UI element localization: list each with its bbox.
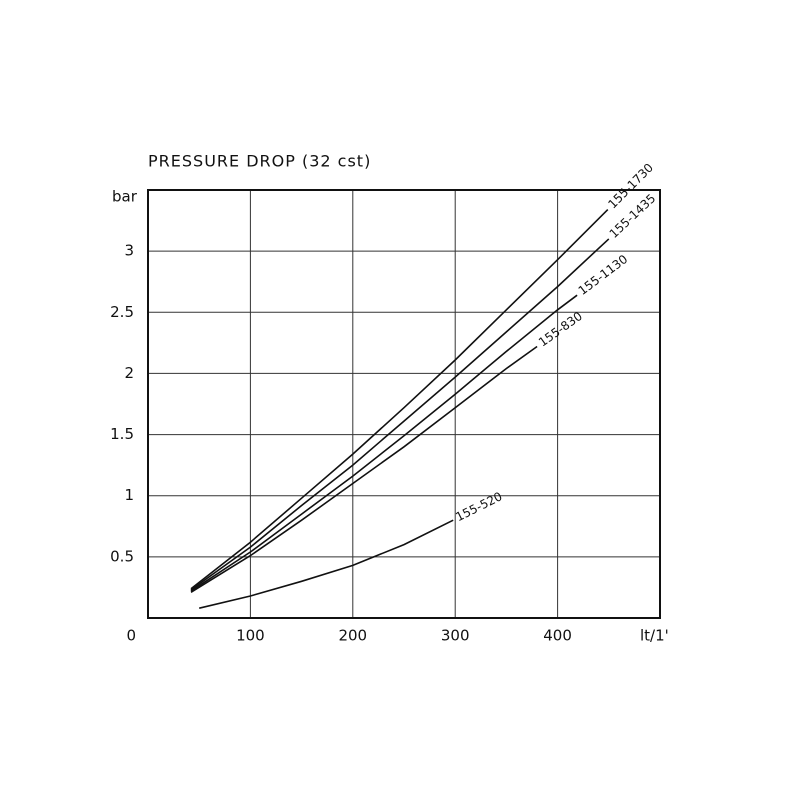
series-label: 155-520 <box>453 489 504 524</box>
curve <box>199 519 454 609</box>
x-tick-label: 400 <box>543 627 572 645</box>
y-tick-label: 0.5 <box>110 547 134 565</box>
chart-title: PRESSURE DROP (32 cst) <box>148 152 371 171</box>
y-tick-label: 2.5 <box>110 303 134 321</box>
curve <box>190 238 610 591</box>
y-tick-label: 3 <box>124 242 134 260</box>
x-tick-label: 300 <box>441 627 470 645</box>
curve <box>190 294 578 592</box>
curve <box>190 345 538 593</box>
series-label: 155-830 <box>536 309 585 350</box>
y-axis-label: bar <box>112 188 138 206</box>
x-tick-label: 100 <box>236 627 265 645</box>
y-tick-label: 2 <box>124 364 134 382</box>
x-axis-label: lt/1' <box>640 627 669 645</box>
y-tick-label: 0 <box>126 627 136 645</box>
series-label: 155-1130 <box>576 252 631 298</box>
plot-frame <box>147 189 661 619</box>
x-tick-label: 200 <box>338 627 367 645</box>
y-tick-label: 1.5 <box>110 425 134 443</box>
y-tick-label: 1 <box>124 486 134 504</box>
curve <box>190 209 609 590</box>
